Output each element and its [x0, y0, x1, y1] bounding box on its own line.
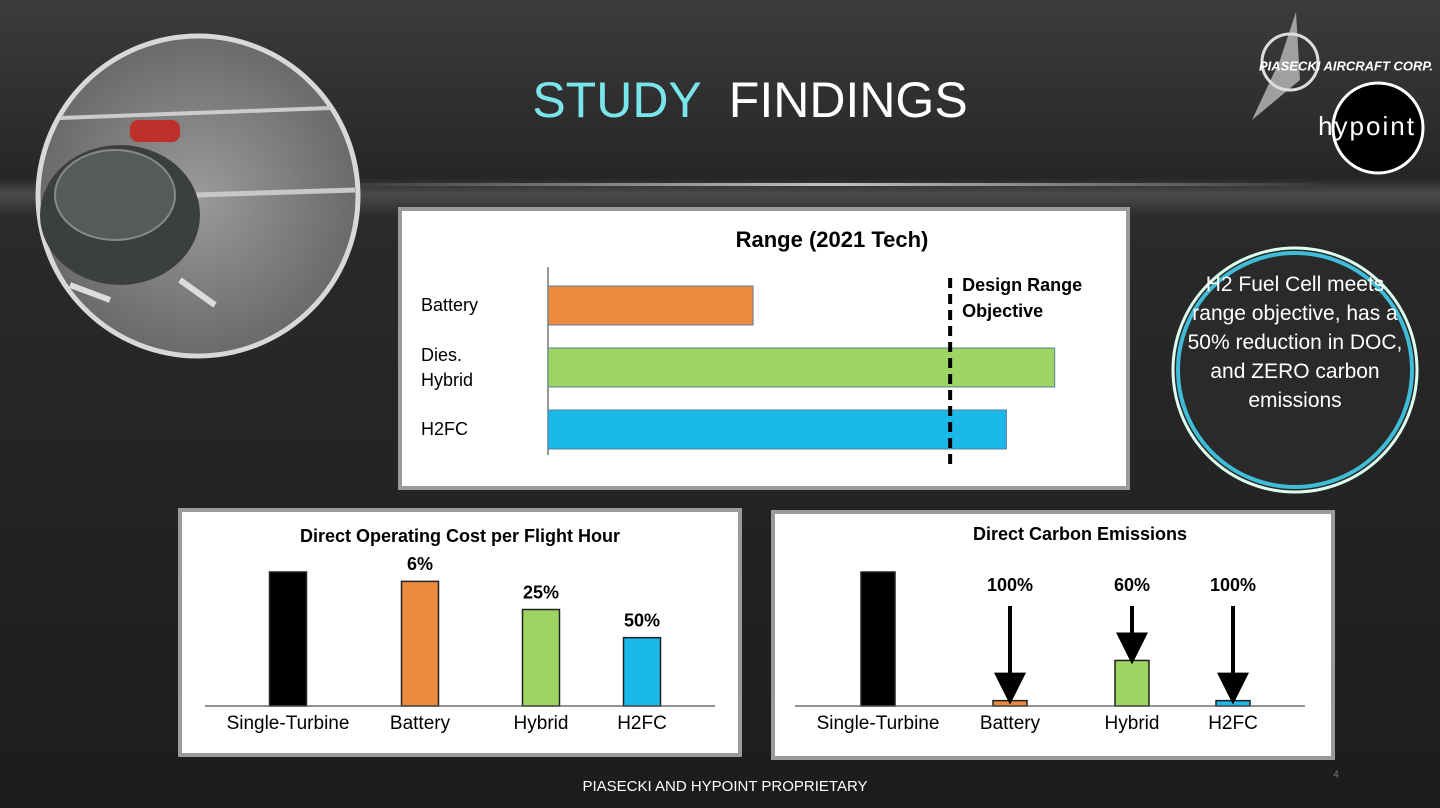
title-main: FINDINGS — [729, 72, 968, 128]
category-label: H2FC — [1208, 713, 1258, 734]
annotation: 100% — [1210, 575, 1256, 595]
callout-text: H2 Fuel Cell meets range objective, has … — [1187, 273, 1403, 412]
bar — [521, 608, 561, 707]
bar — [400, 580, 440, 707]
callout-ring — [1176, 251, 1414, 489]
chart-title: Range (2021 Tech) — [736, 227, 929, 252]
bar — [1114, 659, 1150, 707]
logo-area: PIASECKI AIRCRAFT CORP. hypoint — [1252, 12, 1433, 175]
hypoint-logo: hypoint — [1318, 111, 1416, 141]
category-label: Battery — [980, 713, 1041, 734]
bar — [547, 409, 1007, 450]
piasecki-logo: PIASECKI AIRCRAFT CORP. — [1259, 58, 1433, 73]
bar — [860, 571, 896, 707]
annotation: 100% — [987, 575, 1033, 595]
bar — [547, 285, 754, 326]
reference-label: Design Range Objective — [962, 275, 1083, 321]
category-label: Single-Turbine — [227, 713, 350, 734]
bar — [268, 571, 308, 707]
annotation: 60% — [1114, 575, 1150, 595]
bar — [1215, 699, 1251, 707]
category-label: Battery — [421, 295, 479, 315]
helicopter-image — [35, 33, 361, 359]
bar — [992, 699, 1028, 707]
slide-title: STUDY FINDINGS — [532, 72, 967, 128]
category-label: Dies. Hybrid — [421, 344, 474, 390]
category-label: H2FC — [421, 419, 469, 439]
annotation: 25% — [523, 582, 559, 602]
category-label: Hybrid — [1105, 713, 1160, 734]
category-label: H2FC — [617, 713, 667, 734]
callout-circle — [1171, 246, 1419, 494]
chart-title: Direct Carbon Emissions — [973, 524, 1187, 544]
category-label: Single-Turbine — [817, 713, 940, 734]
bar — [622, 636, 662, 707]
chart-title: Direct Operating Cost per Flight Hour — [300, 526, 620, 546]
category-label: Battery — [390, 713, 451, 734]
title-accent: STUDY — [532, 72, 701, 128]
bar — [547, 347, 1056, 388]
annotation: 6% — [407, 554, 433, 574]
annotation: 50% — [624, 610, 660, 630]
category-label: Hybrid — [514, 713, 569, 734]
light-streak — [330, 183, 1330, 186]
page-number: 4 — [1333, 770, 1339, 781]
footer: PIASECKI AND HYPOINT PROPRIETARY — [582, 778, 867, 795]
